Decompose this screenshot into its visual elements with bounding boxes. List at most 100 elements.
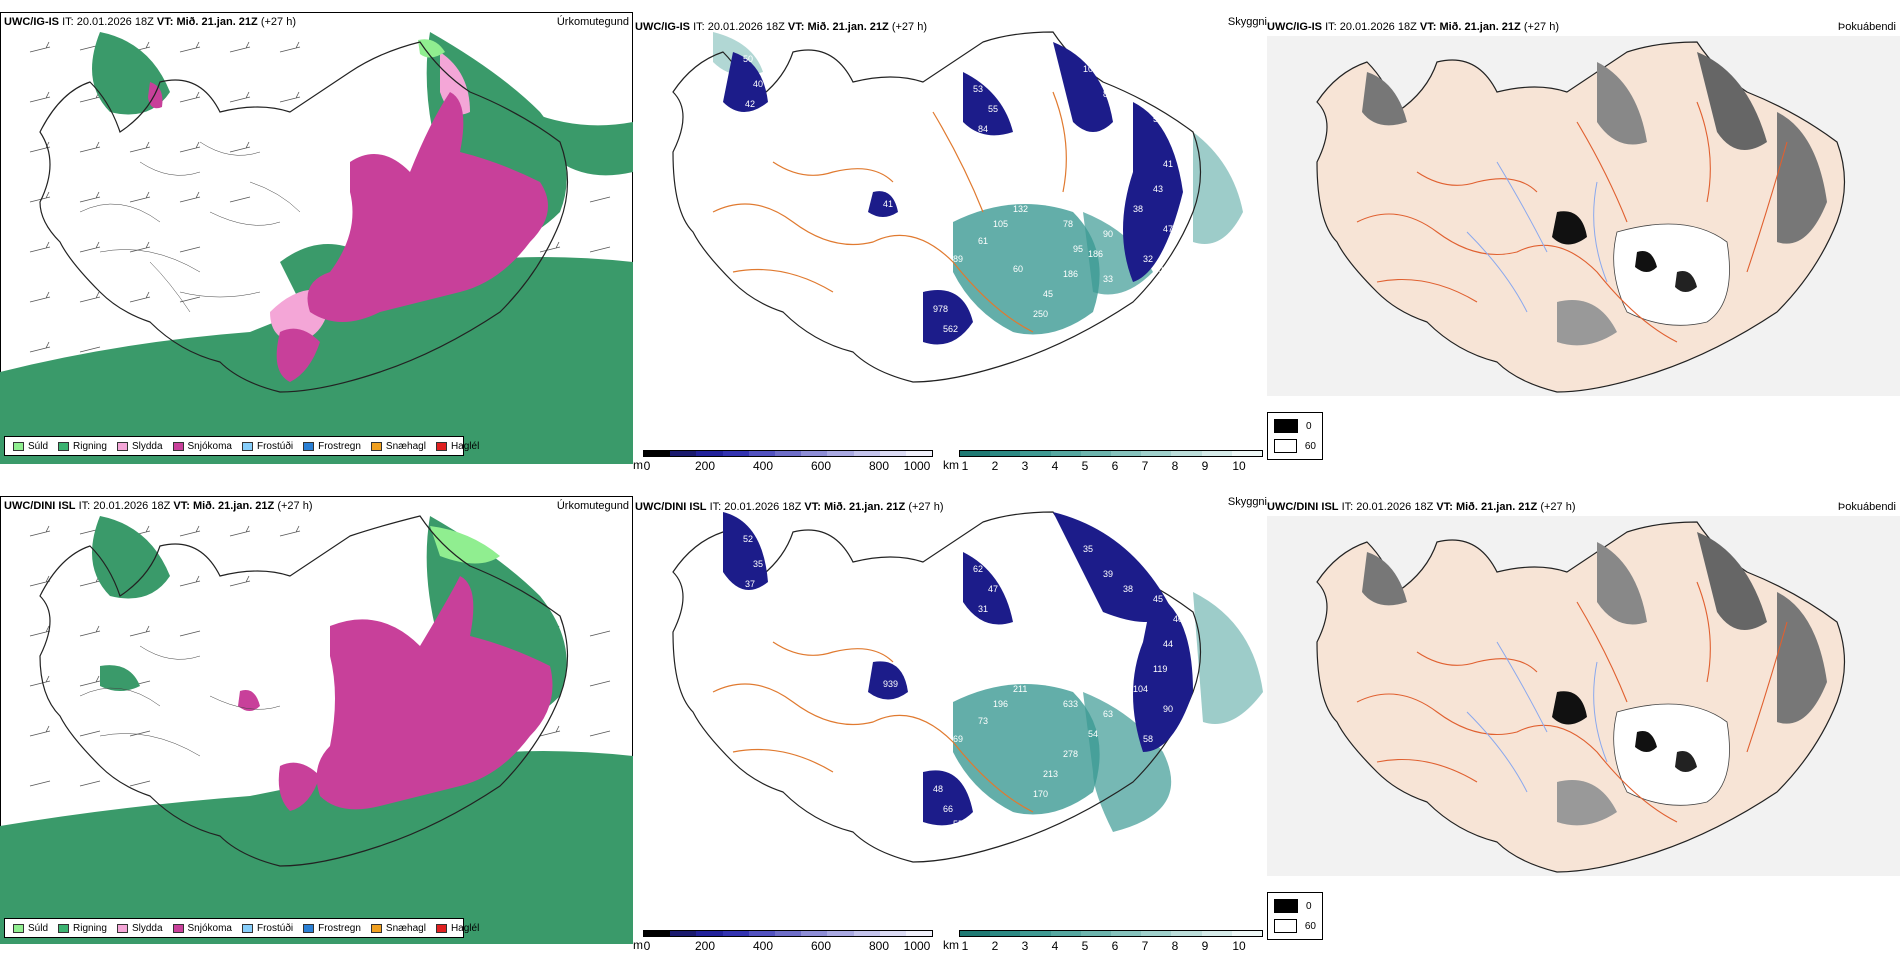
precip-type-title: Úrkomutegund [556, 16, 629, 28]
snow-depth-label: 69 [953, 734, 963, 744]
map-title: UWC/IG-IS IT: 20.01.2026 18Z VT: Mið. 21… [1267, 21, 1559, 33]
map-title: UWC/DINI ISL IT: 20.01.2026 18Z VT: Mið.… [4, 500, 313, 512]
snow-depth-label: 11 [1088, 179, 1097, 189]
cloud-legend: 0 60 [1267, 412, 1323, 460]
snow-depth-label: 37 [745, 579, 755, 589]
snow-depth-label: 103 [1073, 199, 1088, 209]
row-ig-is: UWC/IG-IS IT: 20.01.2026 18Z VT: Mið. 21… [0, 0, 1900, 475]
fog-indicator-title: Þokuábendi [1837, 501, 1896, 513]
fog-indicator-map: UWC/DINI ISL IT: 20.01.2026 18Z VT: Mið.… [1267, 492, 1900, 944]
snow-depth-map-graphic: 5040425549535584451018868558441433847573… [672, 31, 1243, 383]
snow-depth-label: 51 [993, 184, 1003, 194]
snow-depth-label: 47 [1163, 224, 1173, 234]
snow-depth-label: 165 [923, 359, 938, 369]
snow-depth-label: 119 [1153, 664, 1167, 674]
wind-barbs [29, 39, 611, 353]
snow-depth-label: 101 [1083, 64, 1098, 74]
snow-depth-label: 41 [933, 754, 943, 764]
legend-item-rigning: Rigning [58, 923, 107, 934]
snow-depth-label: 78 [1063, 219, 1073, 229]
snow-depth-label: 25 [1003, 624, 1013, 634]
snow-depth-label: 62 [973, 564, 983, 574]
legend-item-snjokoma: Snjókoma [172, 441, 232, 452]
snow-depth-label: 132 [1013, 204, 1028, 214]
cloud-legend-row: 0 [1274, 899, 1316, 913]
snow-depth-label: 40 [753, 79, 763, 89]
legend-item-slydda: Slydda [116, 441, 163, 452]
snow-depth-label: 73 [978, 716, 988, 726]
snow-depth-label: 170 [1033, 789, 1048, 799]
snow-depth-label: 194 [1178, 724, 1193, 734]
visibility-title: Skyggni [1227, 16, 1267, 28]
visibility-colorbar: km 1 2 3 4 5 6 7 8 9 10 [943, 930, 1263, 953]
row-dini-isl: UWC/DINI ISL IT: 20.01.2026 18Z VT: Mið.… [0, 480, 1900, 953]
precip-type-title: Úrkomutegund [556, 500, 629, 512]
snow-depth-label: 43 [758, 619, 768, 629]
legend-item-frostregn: Frostregn [303, 441, 361, 452]
snow-depth-label: 68 [1123, 104, 1133, 114]
snow-depth-label: 90 [1163, 704, 1173, 714]
snow-depth-label: 104 [1133, 684, 1148, 694]
snow-depth-label: 40 [1173, 614, 1183, 624]
legend-item-slydda: Slydda [116, 923, 163, 934]
snow-depth-label: 89 [953, 254, 963, 264]
precip-map-graphic [0, 32, 633, 464]
snow-depth-label: 35 [753, 559, 763, 569]
snow-depth-label: 50 [743, 54, 753, 64]
legend-item-sudl: Súld [13, 923, 48, 934]
precip-legend: Súld Rigning Slydda Snjókoma Frostúði Fr… [4, 918, 479, 938]
fog-map-graphic [1267, 36, 1900, 396]
snow-depth-label: 90 [1103, 229, 1113, 239]
snow-depth-label: 63 [1103, 709, 1113, 719]
snow-depth-label: 45 [1003, 144, 1013, 154]
cloud-legend-row: 0 [1274, 419, 1316, 433]
snow-depth-label: 196 [993, 699, 1008, 709]
snow-depth-label: 45 [1153, 594, 1163, 604]
precip-type-map: UWC/IG-IS IT: 20.01.2026 18Z VT: Mið. 21… [0, 12, 633, 464]
snow-depth-label: 45 [1043, 289, 1053, 299]
snow-depth-label: 216 [933, 274, 948, 284]
snow-depth-label: 186 [1088, 249, 1103, 259]
legend-item-frostregn: Frostregn [303, 923, 361, 934]
snow-depth-label: 160 [1073, 679, 1088, 689]
height-colorbar: m 0 200 400 600 800 1000 [633, 450, 933, 473]
snow-depth-label: 38 [923, 839, 933, 849]
snow-depth-label: 54 [1088, 729, 1098, 739]
visibility-title: Skyggni [1227, 496, 1267, 508]
snow-depth-label: 633 [1063, 699, 1078, 709]
map-title: UWC/DINI ISL IT: 20.01.2026 18Z VT: Mið.… [1267, 501, 1576, 513]
snow-depth-label: 105 [993, 219, 1008, 229]
snow-depth-label: 38 [1133, 204, 1143, 214]
fog-indicator-map: UWC/IG-IS IT: 20.01.2026 18Z VT: Mið. 21… [1267, 12, 1900, 464]
snow-depth-label: 172 [933, 344, 948, 354]
snow-depth-label: 978 [933, 304, 948, 314]
snow-depth-label: 48 [1053, 124, 1063, 134]
snow-depth-label: 250 [1033, 309, 1048, 319]
snow-depth-label: 939 [883, 679, 898, 689]
precip-map-graphic [0, 515, 633, 944]
snow-depth-label: 60 [1013, 264, 1023, 274]
snow-depth-label: 58 [1143, 734, 1153, 744]
snow-depth-labels: 5040425549535584451018868558441433847573… [733, 54, 1188, 369]
legend-item-frostudi: Frostúði [241, 923, 293, 934]
snow-depth-label: 562 [943, 324, 958, 334]
snow-depth-label: 186 [1063, 269, 1078, 279]
snow-depth-label: 33 [1103, 274, 1113, 284]
snow-depth-label: 55 [988, 104, 998, 114]
snow-depth-label: 38 [1113, 144, 1123, 154]
snow-depth-label: 52 [743, 534, 753, 544]
snow-depth-label: 278 [1063, 749, 1078, 759]
snow-depth-label: 56 [1103, 164, 1113, 174]
snow-depth-label: 53 [973, 84, 983, 94]
snow-depth-label: 44 [1163, 639, 1173, 649]
snow-depth-label: 101 [953, 339, 968, 349]
precip-legend: Súld Rigning Slydda Snjókoma Frostúði Fr… [4, 436, 479, 456]
legend-item-snaehagl: Snæhagl [370, 441, 426, 452]
legend-item-haglel: Haglél [435, 923, 479, 934]
snow-depth-label: 51 [733, 604, 743, 614]
snow-depth-label: 31 [978, 604, 988, 614]
visibility-map: UWC/IG-IS IT: 20.01.2026 18Z VT: Mið. 21… [633, 12, 1267, 473]
snow-depth-label: 66 [943, 804, 953, 814]
legend-item-snjokoma: Snjókoma [172, 923, 232, 934]
